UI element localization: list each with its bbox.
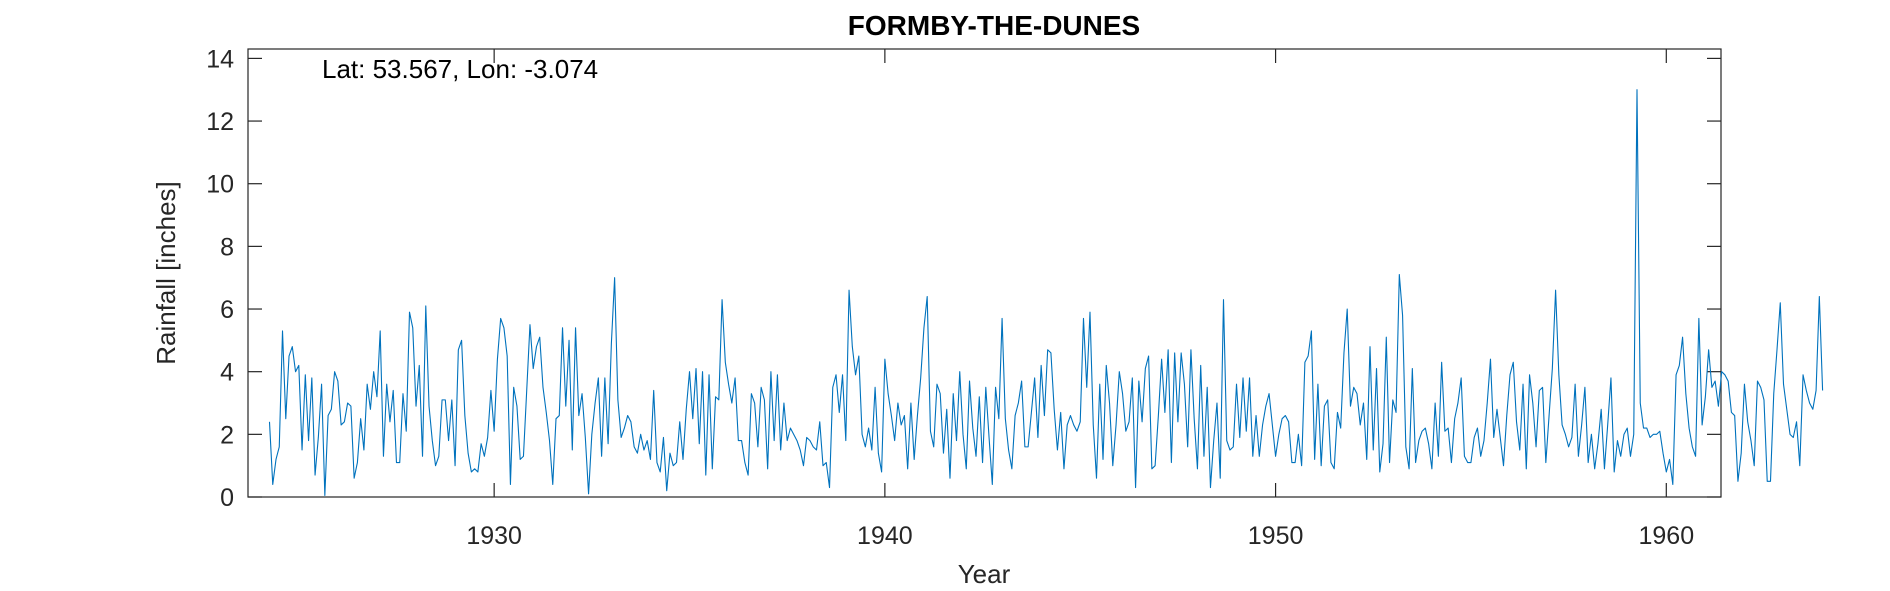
y-tick-label: 12 (206, 108, 234, 136)
x-tick-label: 1950 (1248, 522, 1304, 550)
y-axis-ticks: 0 2 4 6 8 10 12 14 (206, 45, 1721, 512)
y-tick-label: 8 (220, 233, 234, 261)
x-tick-label: 1960 (1638, 522, 1694, 550)
location-annotation: Lat: 53.567, Lon: -3.074 (322, 54, 598, 84)
x-axis-label: Year (958, 559, 1011, 589)
y-tick-label: 0 (220, 484, 234, 512)
x-tick-label: 1940 (857, 522, 913, 550)
y-tick-label: 4 (220, 359, 234, 387)
x-tick-label: 1930 (466, 522, 522, 550)
y-tick-label: 2 (220, 421, 234, 449)
x-axis-ticks: 1930 1940 1950 1960 (466, 49, 1694, 550)
chart-title: FORMBY-THE-DUNES (848, 10, 1140, 41)
rainfall-series-line (268, 89, 1824, 496)
y-tick-label: 6 (220, 296, 234, 324)
y-axis-label: Rainfall [inches] (151, 181, 181, 365)
y-tick-label: 14 (206, 45, 234, 73)
y-tick-label: 10 (206, 171, 234, 199)
series-layer (268, 89, 1824, 496)
